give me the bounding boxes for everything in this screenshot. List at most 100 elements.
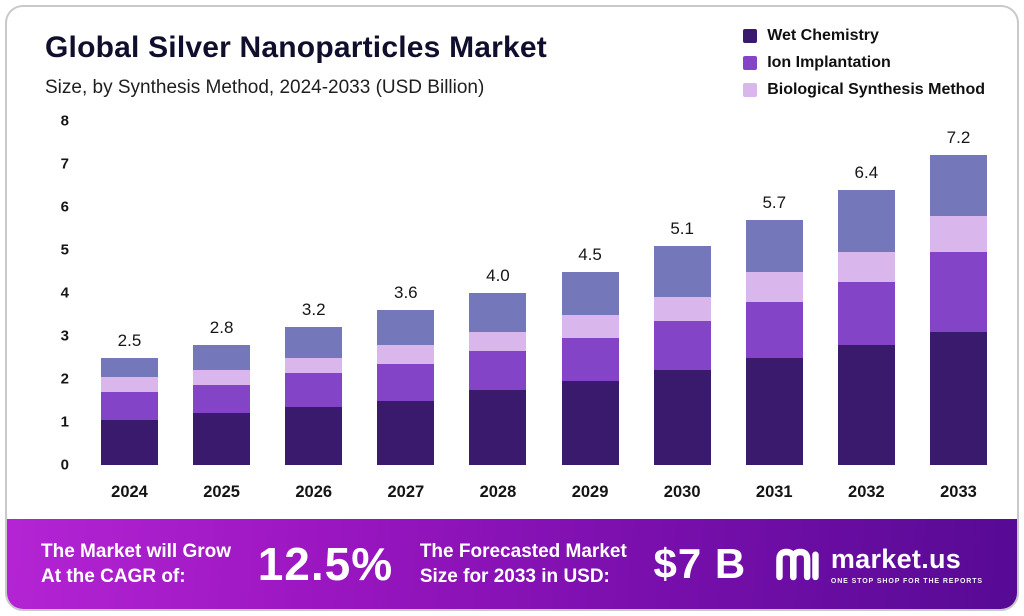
bar-column-2027: 3.6	[377, 283, 435, 465]
y-tick-label: 4	[60, 284, 69, 302]
plot-area: 0 1 2 3 4 5 6 7 8 2.5 2.8 3.2 3.6 4.0 4.5 5.1 5.7 6.4 7.2	[43, 114, 987, 473]
bar-total-label: 2.5	[117, 330, 142, 350]
x-axis-label: 2025	[203, 483, 240, 501]
bar-segment-wet-chemistry	[193, 413, 251, 465]
bar-total-label: 2.8	[209, 317, 234, 337]
x-axis-label: 2033	[940, 483, 977, 501]
legend-item-biological-synthesis-method: Biological Synthesis Method	[743, 81, 985, 99]
bar-segment-ion-implantation	[285, 372, 343, 407]
bar-stack	[285, 327, 343, 465]
x-axis-label: 2026	[295, 483, 333, 501]
chart-subtitle: Size, by Synthesis Method, 2024-2033 (US…	[45, 77, 485, 98]
legend: Wet Chemistry Ion Implantation Biological …	[743, 27, 985, 99]
bar-stack	[745, 219, 803, 465]
bar-column-2031: 5.7	[745, 192, 803, 465]
bar-segment-unlabeled	[745, 219, 803, 272]
brand-tagline: ONE STOP SHOP FOR THE REPORTS	[830, 577, 983, 585]
bar-segment-ion-implantation	[101, 391, 158, 420]
infographic-card: Global Silver Nanoparticles Market Size,…	[5, 5, 1019, 611]
bar-total-label: 3.6	[394, 283, 418, 303]
y-axis: 0 1 2 3 4 5 6 7 8	[43, 114, 69, 473]
y-tick-label: 0	[60, 456, 69, 474]
bar-segment-unlabeled	[561, 271, 619, 315]
y-tick-label: 1	[60, 413, 69, 431]
x-axis-label: 2024	[111, 483, 148, 501]
bar-column-2029: 4.5	[561, 244, 619, 465]
footer-banner: The Market will Grow At the CAGR of: 12.…	[7, 519, 1017, 609]
legend-swatch	[743, 83, 758, 97]
bar-segment-biological-synthesis-method	[101, 376, 158, 392]
bar-total-label: 5.1	[670, 218, 694, 238]
bar-stack	[469, 293, 527, 465]
bar-segment-wet-chemistry	[929, 331, 987, 465]
bar-segment-biological-synthesis-method	[377, 344, 435, 364]
market-us-logo-icon	[776, 548, 819, 581]
bar-segment-ion-implantation	[561, 338, 619, 382]
legend-label: Wet Chemistry	[767, 27, 879, 44]
bar-segment-biological-synthesis-method	[285, 357, 343, 373]
y-tick-label: 6	[60, 198, 69, 216]
bar-segment-biological-synthesis-method	[929, 215, 987, 253]
bar-total-label: 5.7	[762, 192, 787, 212]
chart-title: Global Silver Nanoparticles Market	[45, 31, 547, 64]
x-axis-label: 2030	[663, 483, 701, 501]
bar-total-label: 7.2	[946, 128, 971, 148]
bar-segment-biological-synthesis-method	[193, 370, 251, 386]
bar-segment-biological-synthesis-method	[837, 252, 895, 283]
bar-segment-wet-chemistry	[745, 357, 803, 465]
y-tick-label: 7	[60, 155, 69, 173]
y-tick-label: 3	[60, 327, 69, 345]
cagr-label: The Market will Grow At the CAGR of:	[41, 540, 232, 587]
bar-column-2032: 6.4	[837, 163, 895, 465]
bar-segment-wet-chemistry	[469, 389, 527, 465]
bar-segment-biological-synthesis-method	[653, 297, 711, 321]
bar-segment-biological-synthesis-method	[745, 271, 803, 302]
x-axis-label: 2028	[479, 483, 517, 501]
bar-column-2028: 4.0	[469, 266, 527, 465]
bar-segment-ion-implantation	[377, 363, 435, 401]
bar-segment-unlabeled	[653, 245, 711, 298]
bar-segment-wet-chemistry	[837, 344, 895, 465]
bar-segment-ion-implantation	[653, 320, 711, 371]
bar-segment-wet-chemistry	[101, 419, 158, 465]
bar-segment-ion-implantation	[929, 252, 987, 332]
bar-segment-biological-synthesis-method	[561, 314, 619, 339]
bar-segment-wet-chemistry	[653, 370, 711, 465]
cagr-value: 12.5%	[257, 538, 394, 590]
bar-total-label: 4.5	[578, 244, 602, 264]
bar-column-2026: 3.2	[285, 300, 343, 465]
legend-swatch	[743, 29, 758, 43]
bar-segment-unlabeled	[377, 310, 435, 345]
forecast-label: The Forecasted Market Size for 2033 in U…	[419, 540, 627, 587]
bar-stack	[561, 271, 619, 465]
y-tick-label: 5	[60, 241, 69, 259]
x-axis: 2024 2025 2026 2027 2028 2029 2030 2031 2032 2033	[101, 483, 987, 502]
bar-segment-ion-implantation	[837, 282, 895, 345]
brand-name: market.us	[830, 543, 962, 574]
bar-segment-ion-implantation	[193, 385, 251, 414]
brand: market.us ONE STOP SHOP FOR THE REPORTS	[773, 544, 983, 585]
bar-segment-unlabeled	[193, 344, 251, 371]
y-tick-label: 8	[60, 112, 69, 130]
bar-stack	[929, 155, 987, 465]
bar-segment-unlabeled	[837, 189, 895, 253]
forecast-value: $7 B	[653, 540, 747, 587]
header: Global Silver Nanoparticles Market Size,…	[45, 31, 547, 99]
bar-stack	[377, 310, 435, 465]
bar-column-2033: 7.2	[929, 128, 987, 465]
bars: 2.5 2.8 3.2 3.6 4.0 4.5 5.1 5.7 6.4 7.2	[101, 121, 987, 465]
bar-segment-biological-synthesis-method	[469, 331, 527, 352]
bar-segment-wet-chemistry	[561, 381, 619, 465]
x-axis-label: 2029	[571, 483, 609, 501]
bar-segment-wet-chemistry	[377, 400, 435, 465]
bar-segment-unlabeled	[929, 155, 987, 216]
bar-column-2030: 5.1	[653, 218, 711, 465]
bar-stack	[101, 357, 158, 465]
legend-label: Biological Synthesis Method	[767, 81, 985, 98]
legend-item-wet-chemistry: Wet Chemistry	[743, 27, 985, 45]
bar-segment-unlabeled	[101, 357, 158, 377]
legend-item-ion-implantation: Ion Implantation	[743, 54, 985, 72]
bar-stack	[837, 189, 895, 465]
bar-stack	[653, 245, 711, 465]
bar-total-label: 3.2	[301, 300, 326, 320]
